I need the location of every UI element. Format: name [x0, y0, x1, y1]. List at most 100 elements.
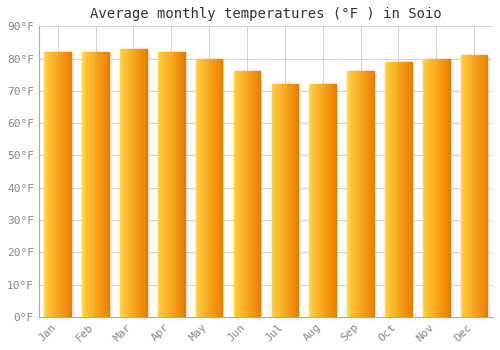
Bar	[276, 84, 277, 317]
Bar	[181, 52, 182, 317]
Bar	[329, 84, 330, 317]
Bar	[318, 84, 319, 317]
Bar	[311, 84, 312, 317]
Bar	[173, 52, 174, 317]
Bar	[473, 55, 474, 317]
Bar	[321, 84, 322, 317]
Bar	[476, 55, 477, 317]
Bar	[106, 52, 107, 317]
Bar	[124, 49, 126, 317]
Bar	[297, 84, 298, 317]
Bar	[424, 58, 425, 317]
Bar	[410, 62, 411, 317]
Bar	[472, 55, 473, 317]
Bar	[248, 71, 249, 317]
Bar	[85, 52, 86, 317]
Bar	[319, 84, 320, 317]
Bar	[240, 71, 241, 317]
Bar	[66, 52, 68, 317]
Bar	[101, 52, 102, 317]
Bar	[330, 84, 332, 317]
Bar	[183, 52, 184, 317]
Bar	[64, 52, 65, 317]
Bar	[241, 71, 242, 317]
Bar	[470, 55, 472, 317]
Bar	[50, 52, 51, 317]
Bar	[371, 71, 372, 317]
Bar	[430, 58, 431, 317]
Bar	[423, 58, 424, 317]
Bar	[350, 71, 351, 317]
Bar	[94, 52, 96, 317]
Bar	[437, 58, 438, 317]
Bar	[84, 52, 85, 317]
Bar	[135, 49, 136, 317]
Bar	[386, 62, 387, 317]
Bar	[48, 52, 49, 317]
Bar	[88, 52, 90, 317]
Bar	[372, 71, 373, 317]
Bar	[394, 62, 395, 317]
Bar	[385, 62, 386, 317]
Bar	[475, 55, 476, 317]
Bar	[469, 55, 470, 317]
Bar	[140, 49, 141, 317]
Bar	[120, 49, 121, 317]
Bar	[363, 71, 364, 317]
Bar	[182, 52, 183, 317]
Bar	[249, 71, 250, 317]
Bar	[445, 58, 446, 317]
Bar	[256, 71, 258, 317]
Bar	[58, 52, 59, 317]
Bar	[362, 71, 363, 317]
Bar	[288, 84, 290, 317]
Bar	[172, 52, 173, 317]
Bar	[364, 71, 365, 317]
Bar	[158, 52, 159, 317]
Bar	[159, 52, 160, 317]
Bar	[285, 84, 286, 317]
Bar	[62, 52, 63, 317]
Bar	[359, 71, 360, 317]
Bar	[57, 52, 58, 317]
Bar	[83, 52, 84, 317]
Bar	[206, 58, 208, 317]
Bar	[69, 52, 70, 317]
Bar	[368, 71, 370, 317]
Bar	[138, 49, 140, 317]
Bar	[294, 84, 296, 317]
Bar	[92, 52, 93, 317]
Bar	[398, 62, 400, 317]
Bar	[395, 62, 396, 317]
Bar	[352, 71, 354, 317]
Bar	[292, 84, 293, 317]
Bar	[239, 71, 240, 317]
Bar	[134, 49, 135, 317]
Bar	[214, 58, 216, 317]
Bar	[278, 84, 280, 317]
Bar	[484, 55, 486, 317]
Bar	[438, 58, 439, 317]
Bar	[467, 55, 468, 317]
Bar	[332, 84, 334, 317]
Bar	[126, 49, 128, 317]
Bar	[238, 71, 239, 317]
Bar	[121, 49, 122, 317]
Bar	[130, 49, 131, 317]
Bar	[145, 49, 146, 317]
Bar	[70, 52, 71, 317]
Bar	[220, 58, 222, 317]
Bar	[210, 58, 211, 317]
Title: Average monthly temperatures (°F ) in Soio: Average monthly temperatures (°F ) in So…	[90, 7, 442, 21]
Bar	[275, 84, 276, 317]
Bar	[104, 52, 106, 317]
Bar	[123, 49, 124, 317]
Bar	[247, 71, 248, 317]
Bar	[447, 58, 448, 317]
Bar	[254, 71, 255, 317]
Bar	[200, 58, 201, 317]
Bar	[219, 58, 220, 317]
Bar	[168, 52, 170, 317]
Bar	[253, 71, 254, 317]
Bar	[312, 84, 313, 317]
